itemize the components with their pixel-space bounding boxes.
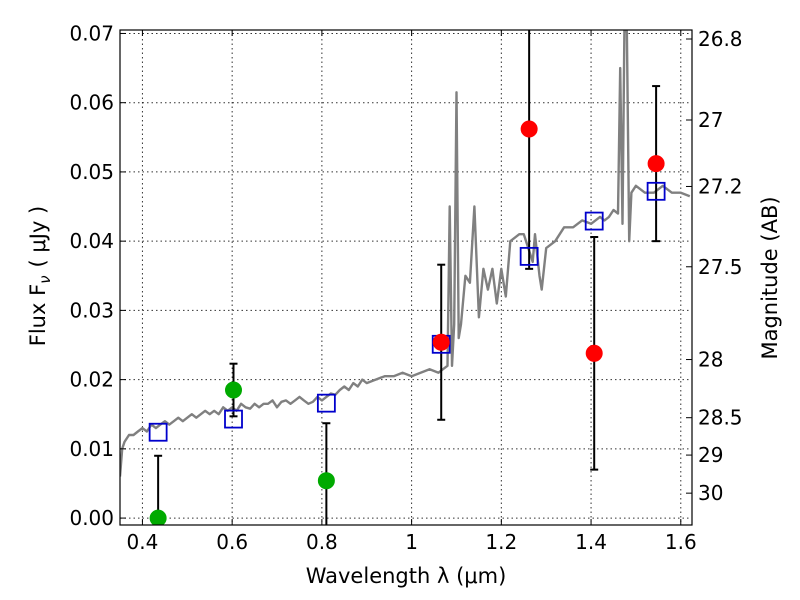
y-tick-label: 0.04 <box>69 229 114 253</box>
x-tick-label: 1.6 <box>665 530 697 554</box>
grid <box>120 30 692 525</box>
model-photometry-marker <box>584 211 604 231</box>
right-tick-label: 28 <box>698 348 723 372</box>
model-photometry-marker <box>148 422 168 442</box>
model-photometry-marker <box>519 246 539 266</box>
right-tick-label: 26.8 <box>698 27 743 51</box>
plot-frame <box>119 29 693 526</box>
y-axis-title-unit: ( μJy ) <box>26 206 50 268</box>
right-tick-label: 29 <box>698 443 723 467</box>
y-axis-title-group: Flux Fν ( μJy ) <box>26 206 54 347</box>
x-tick-label: 1 <box>405 530 418 554</box>
y-tick-label: 0.01 <box>69 437 114 461</box>
model-photometry-marker <box>646 181 666 201</box>
x-tick-label: 1.4 <box>575 530 607 554</box>
spectrum-line <box>120 30 691 477</box>
data-layer <box>120 30 691 525</box>
model-photometry-marker <box>224 409 243 429</box>
model-photometry-marker <box>316 393 336 413</box>
right-axis-title-group: Magnitude (AB) <box>758 196 782 359</box>
y-axis-title: Flux F <box>26 284 50 346</box>
y-tick-label: 0.06 <box>69 91 114 115</box>
right-axis-title: Magnitude (AB) <box>758 196 782 359</box>
plot-area <box>120 30 691 525</box>
x-tick-label: 0.6 <box>216 530 248 554</box>
y-tick-label: 0.03 <box>69 298 114 322</box>
y-tick-label: 0.00 <box>69 506 114 530</box>
observed-green-marker <box>225 381 243 399</box>
x-tick-label: 1.2 <box>485 530 517 554</box>
observed-red-marker <box>647 155 665 173</box>
observed-red-marker <box>432 333 450 351</box>
right-tick-label: 30 <box>698 481 723 505</box>
observed-red-marker <box>520 120 538 138</box>
observed-red-marker <box>585 344 603 362</box>
ticks: 0.4 0.6 0.8 1 1.2 1.4 1.6 0.00 0.01 0.02 0.03 0.04 0… <box>69 21 742 554</box>
x-tick-label: 0.8 <box>306 530 338 554</box>
right-tick-label: 27 <box>698 108 723 132</box>
x-axis-title: Wavelength λ (μm) <box>306 564 507 588</box>
y-tick-label: 0.02 <box>69 368 114 392</box>
y-tick-label: 0.07 <box>69 21 114 45</box>
observed-green-marker <box>317 472 335 490</box>
right-tick-label: 27.5 <box>698 255 743 279</box>
svg-text:Flux Fν( μJy ): Flux Fν ( μJy ) <box>26 206 54 347</box>
y-axis-title-subscript: ν <box>36 275 54 283</box>
observed-green-marker <box>149 509 167 525</box>
x-tick-label: 0.4 <box>127 530 159 554</box>
right-tick-label: 27.2 <box>698 174 743 198</box>
y-tick-label: 0.05 <box>69 160 114 184</box>
right-tick-label: 28.5 <box>698 406 743 430</box>
